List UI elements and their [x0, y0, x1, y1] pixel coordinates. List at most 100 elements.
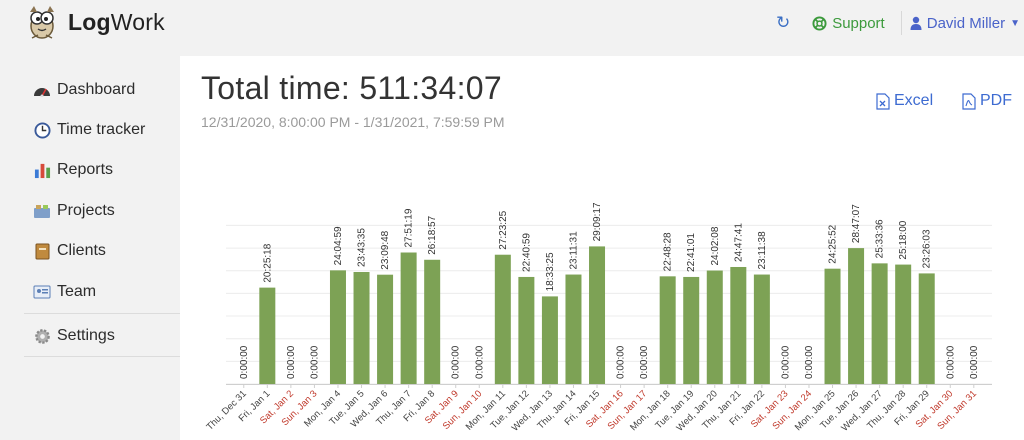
- bar-value-label: 28:47:07: [851, 204, 862, 243]
- export-pdf-label: PDF: [980, 92, 1012, 109]
- bar-value-label: 0:00:00: [309, 345, 320, 379]
- sidebar-item-label: Dashboard: [57, 81, 136, 98]
- clock-icon: [33, 121, 51, 139]
- header-actions: ↻ Support David Miller ▼: [776, 0, 1024, 46]
- brand-bold: Log: [68, 9, 111, 35]
- bar-value-label: 23:11:31: [568, 231, 579, 270]
- bar: [871, 263, 888, 384]
- bar: [353, 271, 370, 384]
- bar: [424, 259, 441, 384]
- sidebar-divider: [24, 313, 180, 314]
- brand-rest: Work: [110, 9, 165, 35]
- export-excel-label: Excel: [894, 92, 934, 109]
- bar: [400, 252, 417, 384]
- header-divider: [900, 11, 902, 35]
- bar-value-label: 23:11:38: [757, 231, 768, 270]
- bar-value-label: 20:25:18: [262, 243, 273, 282]
- bar: [377, 274, 394, 384]
- bar-value-label: 0:00:00: [969, 345, 980, 379]
- bar-value-label: 22:40:59: [521, 233, 532, 272]
- bar-value-label: 0:00:00: [451, 345, 462, 379]
- bar-value-label: 23:26:03: [922, 229, 933, 268]
- bar: [683, 276, 700, 384]
- user-icon: [910, 16, 922, 30]
- bar: [589, 246, 606, 384]
- pdf-file-icon: [962, 92, 976, 110]
- date-range: 12/31/2020, 8:00:00 PM - 1/31/2021, 7:59…: [201, 114, 505, 130]
- bar-value-label: 27:23:25: [498, 210, 509, 249]
- report-panel: Total time: 511:34:07 12/31/2020, 8:00:0…: [180, 56, 1024, 440]
- bar-value-label: 0:00:00: [804, 345, 815, 379]
- sidebar-item-label: Settings: [57, 327, 115, 344]
- export-pdf-button[interactable]: PDF: [962, 92, 1012, 110]
- sidebar-item-reports[interactable]: Reports: [33, 158, 113, 182]
- sidebar: Dashboard Time tracker Reports Projects …: [0, 56, 180, 440]
- sidebar-item-time-tracker[interactable]: Time tracker: [33, 118, 145, 142]
- sidebar-item-dashboard[interactable]: Dashboard: [33, 78, 135, 102]
- bar-value-label: 18:33:25: [545, 252, 556, 291]
- chevron-down-icon: ▼: [1010, 17, 1020, 29]
- refresh-icon[interactable]: ↻: [775, 13, 791, 32]
- bar-value-label: 0:00:00: [945, 345, 956, 379]
- bar-value-label: 24:47:41: [733, 223, 744, 262]
- bar-value-label: 24:04:59: [333, 226, 344, 265]
- bar-value-label: 22:48:28: [663, 232, 674, 271]
- bar-value-label: 22:41:01: [686, 233, 697, 272]
- bar-value-label: 25:33:36: [875, 219, 886, 258]
- bar-value-label: 0:00:00: [286, 345, 297, 379]
- dashboard-gauge-icon: [33, 81, 51, 99]
- sidebar-item-clients[interactable]: Clients: [33, 239, 106, 263]
- brand-name[interactable]: LogWork: [68, 9, 165, 36]
- excel-file-icon: [876, 92, 890, 110]
- bar-value-label: 0:00:00: [639, 345, 650, 379]
- bar: [824, 268, 841, 384]
- bar: [659, 276, 676, 384]
- bar: [706, 270, 723, 384]
- support-label: Support: [832, 14, 885, 32]
- bar: [541, 296, 558, 384]
- bar-value-label: 25:18:00: [898, 220, 909, 259]
- user-menu[interactable]: David Miller ▼: [910, 15, 1020, 32]
- bar: [518, 276, 535, 384]
- bar-value-label: 23:09:48: [380, 230, 391, 269]
- bar: [259, 287, 276, 384]
- bar: [730, 266, 747, 384]
- bar-value-label: 0:00:00: [239, 345, 250, 379]
- sidebar-item-label: Time tracker: [57, 121, 146, 138]
- bar: [753, 274, 770, 384]
- sidebar-item-label: Reports: [57, 161, 114, 178]
- bar: [494, 254, 511, 384]
- bar-chart-icon: [33, 161, 51, 179]
- bar-value-label: 24:25:52: [828, 224, 839, 263]
- bar: [329, 270, 346, 384]
- id-card-icon: [33, 283, 51, 301]
- lifebuoy-icon: [812, 15, 827, 31]
- sidebar-item-settings[interactable]: Settings: [33, 324, 115, 348]
- projects-icon: [33, 202, 51, 220]
- logwork-mascot-logo[interactable]: [22, 2, 62, 42]
- bar: [565, 274, 582, 384]
- bar-value-label: 24:02:08: [710, 226, 721, 265]
- support-link[interactable]: Support: [812, 15, 885, 32]
- sidebar-item-label: Team: [57, 283, 97, 300]
- address-book-icon: [33, 242, 51, 260]
- gear-icon: [33, 327, 51, 345]
- bar: [895, 264, 912, 384]
- bar-value-label: 27:51:19: [404, 208, 415, 247]
- bar-value-label: 0:00:00: [780, 345, 791, 379]
- top-bar: LogWork ↻ Support David Miller ▼: [0, 0, 1024, 46]
- user-name: David Miller: [926, 14, 1006, 32]
- sidebar-item-team[interactable]: Team: [33, 280, 96, 304]
- bar-value-label: 29:09:17: [592, 202, 603, 241]
- bar-value-label: 0:00:00: [616, 345, 627, 379]
- bar: [918, 273, 935, 384]
- sidebar-item-label: Projects: [57, 202, 115, 219]
- bar-value-label: 23:43:35: [357, 228, 368, 267]
- page-title: Total time: 511:34:07: [201, 70, 503, 106]
- sidebar-item-projects[interactable]: Projects: [33, 199, 115, 223]
- bar-value-label: 0:00:00: [474, 345, 485, 379]
- export-excel-button[interactable]: Excel: [876, 92, 933, 110]
- sidebar-item-label: Clients: [57, 242, 106, 259]
- bar: [848, 248, 865, 384]
